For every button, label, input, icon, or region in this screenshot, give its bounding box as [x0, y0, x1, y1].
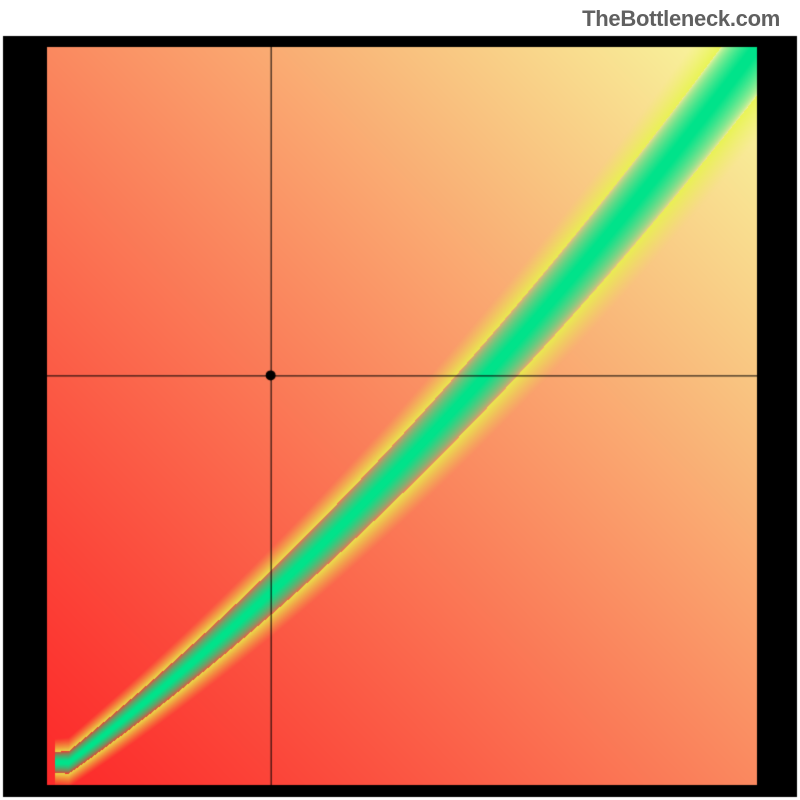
chart-container: TheBottleneck.com: [0, 0, 800, 800]
bottleneck-heatmap: [0, 0, 800, 800]
watermark-text: TheBottleneck.com: [582, 6, 780, 32]
